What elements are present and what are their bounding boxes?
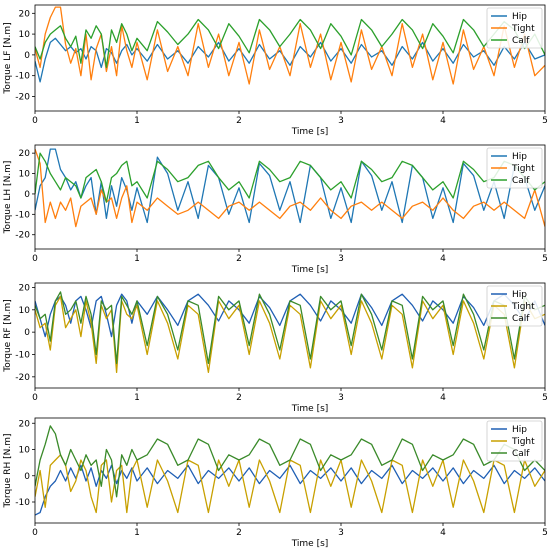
legend-box	[486, 147, 543, 189]
y-tick-label: -20	[15, 373, 30, 383]
x-tick-label: 3	[338, 254, 344, 264]
x-tick-label: 5	[542, 528, 548, 538]
y-axis-label: Torque RH [N.m]	[3, 433, 13, 508]
x-tick-label: 4	[440, 393, 446, 403]
y-tick-label: 10	[19, 306, 31, 316]
x-tick-label: 1	[134, 254, 140, 264]
x-tick-label: 1	[134, 528, 140, 538]
subplot-2: 0 1 2 3 4 5 -20 -10 0 10 20 Time [s] Torque LH [N.m]…	[3, 144, 548, 275]
x-tick-label: 4	[440, 116, 446, 126]
legend: Hip Tight Calf	[486, 7, 543, 49]
y-axis-label: Torque RF [N.m]	[3, 299, 13, 373]
x-tick-label: 2	[236, 116, 242, 126]
series-line-calf	[35, 18, 545, 69]
y-tick-label: 10	[19, 30, 31, 40]
x-axis-label: Time [s]	[291, 127, 329, 137]
x-tick-label: 0	[32, 528, 38, 538]
legend-entry-hip: Hip	[512, 290, 527, 300]
y-tick-label: 20	[19, 149, 31, 159]
legend: Hip Tight Calf	[486, 285, 543, 327]
x-tick-label: 2	[236, 254, 242, 264]
legend-entry-calf: Calf	[512, 176, 530, 186]
axes-frame	[34, 144, 546, 250]
series-line-calf	[35, 152, 545, 203]
series-line-tight	[35, 295, 545, 374]
legend-entry-hip: Hip	[512, 152, 527, 162]
legend: Hip Tight Calf	[486, 420, 543, 462]
y-tick-label: 20	[19, 283, 31, 293]
series-line-hip	[35, 464, 545, 516]
y-axis-label: Torque LH [N.m]	[3, 161, 13, 235]
legend-entry-calf: Calf	[512, 36, 530, 46]
legend-box	[486, 7, 543, 49]
x-tick-label: 3	[338, 528, 344, 538]
y-tick-label: -20	[15, 231, 30, 241]
y-tick-label: -10	[15, 498, 30, 508]
subplot-1: 0 1 2 3 4 5 -20 -10 0 10 20 Time [s] Torque LF [N.m]…	[3, 4, 548, 137]
series-line-tight	[35, 6, 545, 85]
legend-box	[486, 420, 543, 462]
x-tick-label: 1	[134, 116, 140, 126]
x-tick-label: 4	[440, 254, 446, 264]
y-tick-label: 0	[24, 51, 30, 61]
legend-entry-hip: Hip	[512, 12, 527, 22]
subplot-4: 0 1 2 3 4 5 -10 0 10 20 Time [s] Torque RH [N.m] Hip…	[3, 417, 548, 549]
axes-frame	[34, 282, 546, 389]
x-axis-label: Time [s]	[291, 539, 329, 549]
legend-entry-tight: Tight	[511, 437, 535, 447]
legend-entry-tight: Tight	[511, 164, 535, 174]
y-tick-label: 10	[19, 170, 31, 180]
axes-frame	[34, 4, 546, 112]
series-line-tight	[35, 148, 545, 228]
y-tick-label: 0	[24, 190, 30, 200]
y-tick-label: 0	[24, 472, 30, 482]
legend-entry-hip: Hip	[512, 425, 527, 435]
x-tick-label: 4	[440, 528, 446, 538]
x-tick-label: 5	[542, 116, 548, 126]
y-tick-label: -10	[15, 210, 30, 220]
y-tick-label: 20	[19, 419, 31, 429]
series-line-hip	[35, 293, 545, 338]
y-tick-label: 0	[24, 328, 30, 338]
y-tick-label: 20	[19, 9, 31, 19]
legend-box	[486, 285, 543, 327]
x-tick-label: 0	[32, 254, 38, 264]
x-tick-label: 0	[32, 393, 38, 403]
x-tick-label: 0	[32, 116, 38, 126]
x-tick-label: 2	[236, 528, 242, 538]
y-tick-label: -10	[15, 72, 30, 82]
x-tick-label: 2	[236, 393, 242, 403]
y-tick-label: -20	[15, 92, 30, 102]
y-tick-label: -10	[15, 350, 30, 360]
x-axis-label: Time [s]	[291, 404, 329, 414]
subplot-3: 0 1 2 3 4 5 -20 -10 0 10 20 Time [s] Torque RF [N.m]…	[3, 282, 548, 414]
y-tick-label: 10	[19, 446, 31, 456]
legend-entry-tight: Tight	[511, 302, 535, 312]
x-axis-label: Time [s]	[291, 265, 329, 275]
x-tick-label: 1	[134, 393, 140, 403]
x-tick-label: 3	[338, 116, 344, 126]
legend: Hip Tight Calf	[486, 147, 543, 189]
axes-frame	[34, 417, 546, 524]
x-tick-label: 5	[542, 393, 548, 403]
series-line-hip	[35, 37, 545, 83]
series-line-calf	[35, 291, 545, 365]
legend-entry-calf: Calf	[512, 314, 530, 324]
series-line-calf	[35, 425, 545, 498]
legend-entry-tight: Tight	[511, 24, 535, 34]
x-tick-label: 5	[542, 254, 548, 264]
y-axis-label: Torque LF [N.m]	[3, 22, 13, 94]
legend-entry-calf: Calf	[512, 449, 530, 459]
x-tick-label: 3	[338, 393, 344, 403]
series-line-hip	[35, 148, 545, 224]
